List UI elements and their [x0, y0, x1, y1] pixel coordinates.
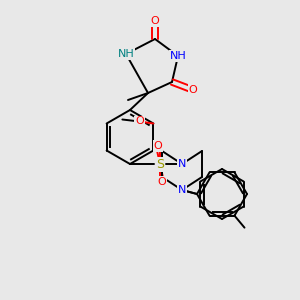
Text: N: N	[178, 159, 186, 169]
Text: NH: NH	[118, 49, 134, 59]
Text: O: O	[154, 141, 162, 151]
Text: O: O	[189, 85, 197, 95]
Text: S: S	[156, 158, 164, 170]
Text: NH: NH	[169, 51, 186, 61]
Text: O: O	[151, 16, 159, 26]
Text: O: O	[135, 116, 144, 127]
Text: O: O	[158, 177, 166, 187]
Text: N: N	[178, 185, 186, 195]
